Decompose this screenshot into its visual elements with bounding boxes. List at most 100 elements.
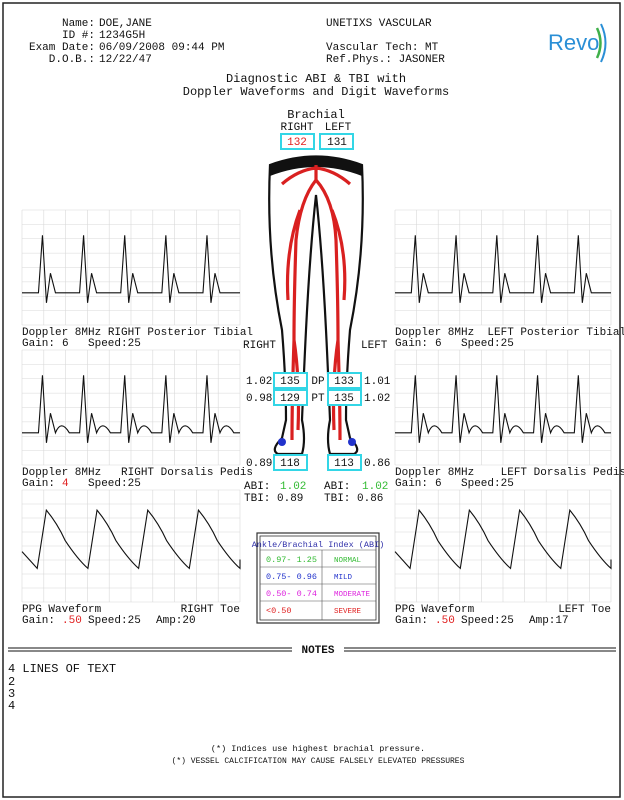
site: PT (311, 393, 325, 405)
pressure: 113 (334, 458, 354, 470)
table-frame (256, 532, 380, 624)
pressure-box (327, 372, 362, 389)
caption: PPG Waveform (395, 604, 475, 616)
gain-label: Gain: (22, 615, 55, 627)
gain: 6 (435, 338, 442, 350)
label: D.O.B.: (49, 54, 95, 66)
waveform (394, 508, 612, 570)
title: Doppler Waveforms and Digit Waveforms (183, 85, 449, 99)
abi-table: Ankle/Brachial Index (ABI) (252, 532, 385, 624)
side-right: RIGHT (243, 340, 276, 352)
note-line: 3 (8, 687, 15, 701)
pressure-box (280, 133, 315, 150)
pressure: 118 (280, 458, 300, 470)
brachial-title: Brachial (287, 108, 345, 122)
site: DP (311, 376, 325, 388)
speed: Speed:25 (461, 338, 514, 350)
value: 06/09/2008 09:44 PM (99, 42, 224, 54)
footnote: (*) VESSEL CALCIFICATION MAY CAUSE FALSE… (172, 757, 465, 766)
range: 0.75- 0.96 (266, 572, 317, 582)
probe-marker (278, 438, 286, 446)
site: RIGHT Toe (181, 604, 240, 616)
caption: Doppler 8MHz LEFT Posterior Tibial (395, 327, 624, 339)
range: 0.50- 0.74 (266, 589, 317, 599)
abi-rows: 0.97- 1.25 NORMAL 0.75- 0.96 MILD 0.50- 0.74… (260, 549, 376, 620)
logo: Revo (548, 23, 607, 63)
caption: PPG Waveform (22, 604, 102, 616)
abi-value: 1.02 (280, 481, 306, 493)
ankle-pressures: 1.02 135 DP 133 1.01 0.98 129 PT 135 1.02 0.89 118 1… (246, 372, 391, 471)
pressure-box (319, 133, 354, 150)
waveform (22, 235, 240, 303)
logo-text: Revo (548, 30, 599, 55)
brachial-left: 131 (327, 137, 347, 149)
pressure-box (327, 389, 362, 406)
note-line: 4 (8, 699, 15, 713)
label: ID #: (62, 30, 95, 42)
brachial-right-label: RIGHT (280, 122, 313, 134)
value: DOE,JANE (99, 18, 152, 30)
value: 12/22/47 (99, 54, 152, 66)
pressure: 135 (334, 393, 354, 405)
severity: SEVERE (334, 608, 362, 616)
gain-label: Gain: (22, 478, 55, 490)
range: 0.97- 1.25 (266, 555, 317, 565)
brachial-left-label: LEFT (325, 122, 352, 134)
notes-title: NOTES (301, 645, 334, 657)
index: 1.01 (364, 376, 391, 388)
waveform (395, 235, 611, 303)
index: 0.89 (246, 458, 272, 470)
patient-info: Name: DOE,JANE ID #: 1234G5H Exam Date: … (29, 18, 224, 66)
brachial-right: 132 (287, 137, 307, 149)
abi-label: ABI: (244, 481, 270, 493)
waveform (395, 375, 611, 443)
caption: Doppler 8MHz RIGHT Posterior Tibial (22, 327, 253, 339)
lab-name: UNETIXS VASCULAR (326, 18, 432, 30)
speed: Speed:25 (88, 615, 141, 627)
speed: Speed:25 (461, 478, 514, 490)
pressure-box (327, 454, 362, 471)
tbi: TBI: 0.89 (244, 493, 303, 505)
index: 0.86 (364, 458, 390, 470)
pressure-box (273, 372, 308, 389)
amp: Amp:17 (529, 615, 569, 627)
site: LEFT Toe (558, 604, 611, 616)
side-left: LEFT (361, 340, 388, 352)
value: 1234G5H (99, 30, 145, 42)
gain: 6 (435, 478, 442, 490)
index: 1.02 (246, 376, 272, 388)
pressure-box (273, 454, 308, 471)
range: <0.50 (266, 606, 292, 616)
tbi: TBI: 0.86 (324, 493, 383, 505)
pressure: 135 (280, 376, 300, 388)
waveform-panels: Doppler 8MHz RIGHT Posterior TibialGain:… (21, 209, 624, 627)
title: Diagnostic ABI & TBI with (226, 72, 406, 86)
footnote: (*) Indices use highest brachial pressur… (211, 744, 425, 754)
severity: NORMAL (334, 557, 362, 565)
index: 0.98 (246, 393, 272, 405)
gain: .50 (435, 615, 455, 627)
pressure: 133 (334, 376, 354, 388)
caption: Doppler 8MHz LEFT Dorsalis Pedis (395, 467, 624, 479)
note-line: 4 LINES OF TEXT (8, 662, 116, 676)
tech: Vascular Tech: MT (326, 42, 439, 54)
gain-label: Gain: (22, 338, 55, 350)
ref-phys: Ref.Phys.: JASONER (326, 54, 445, 66)
gain-label: Gain: (395, 478, 428, 490)
gain: .50 (62, 615, 82, 627)
severity: MILD (334, 574, 353, 582)
caption: Doppler 8MHz RIGHT Dorsalis Pedis (22, 467, 253, 479)
pressure-box (273, 389, 308, 406)
waveform (21, 508, 241, 570)
table-title: Ankle/Brachial Index (ABI) (252, 540, 385, 550)
gain: 4 (62, 478, 69, 490)
table-frame (259, 535, 377, 621)
abi-label: ABI: (324, 481, 350, 493)
label: Name: (62, 18, 95, 30)
amp: Amp:20 (156, 615, 196, 627)
abi-value: 1.02 (362, 481, 388, 493)
pressure: 129 (280, 393, 300, 405)
speed: Speed:25 (88, 478, 141, 490)
gain-label: Gain: (395, 338, 428, 350)
